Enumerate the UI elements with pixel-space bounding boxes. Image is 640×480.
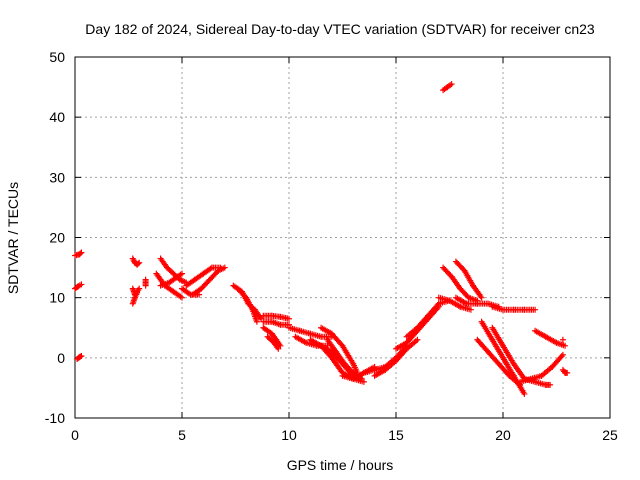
- x-tick-label: 25: [602, 427, 618, 443]
- data-point: [558, 353, 565, 360]
- data-points: [72, 81, 571, 397]
- data-point: [135, 260, 142, 267]
- data-point: [134, 289, 141, 296]
- data-point: [467, 306, 474, 313]
- data-point: [78, 353, 85, 360]
- data-point: [136, 259, 143, 266]
- data-point: [559, 336, 566, 343]
- data-point: [559, 351, 566, 358]
- data-point: [360, 378, 367, 385]
- data-point: [179, 270, 185, 277]
- data-point: [77, 250, 84, 257]
- chart-title: Day 182 of 2024, Sidereal Day-to-day VTE…: [85, 21, 595, 37]
- x-tick-label: 10: [281, 427, 297, 443]
- y-tick-label: 40: [49, 109, 65, 125]
- x-tick-label: 20: [495, 427, 511, 443]
- data-point: [77, 353, 84, 360]
- axis-ticks: [74, 56, 611, 419]
- tick-labels: 0 5 10 15 20 25 -10 0 10 20 30 40 50: [45, 49, 618, 443]
- data-point: [562, 342, 569, 349]
- data-point: [275, 345, 282, 352]
- y-tick-label: 0: [57, 350, 65, 366]
- x-tick-label: 15: [388, 427, 404, 443]
- data-point: [448, 81, 455, 88]
- y-tick-label: 10: [49, 290, 65, 306]
- data-point: [286, 315, 292, 322]
- data-point: [196, 291, 203, 298]
- y-tick-label: 20: [49, 230, 65, 246]
- x-tick-label: 0: [71, 427, 79, 443]
- data-point: [179, 294, 185, 301]
- grid-lines: [75, 57, 610, 418]
- data-point: [136, 285, 143, 292]
- data-point: [521, 390, 528, 397]
- data-point: [564, 369, 571, 376]
- data-point: [402, 347, 409, 354]
- y-tick-label: -10: [45, 410, 65, 426]
- y-tick-label: 50: [49, 49, 65, 65]
- data-point: [253, 318, 260, 325]
- data-point: [142, 282, 149, 289]
- data-point: [505, 371, 512, 378]
- data-point: [78, 281, 85, 288]
- data-point: [221, 264, 228, 271]
- data-point: [478, 294, 485, 301]
- data-point: [547, 381, 554, 388]
- x-axis-label: GPS time / hours: [287, 457, 394, 473]
- data-point: [532, 306, 539, 313]
- y-tick-label: 30: [49, 169, 65, 185]
- x-tick-label: 5: [178, 427, 186, 443]
- data-point: [258, 315, 265, 322]
- data-point: [414, 336, 421, 343]
- y-axis-label: SDTVAR / TECUs: [5, 182, 21, 294]
- data-point: [78, 249, 85, 256]
- data-point: [241, 293, 248, 300]
